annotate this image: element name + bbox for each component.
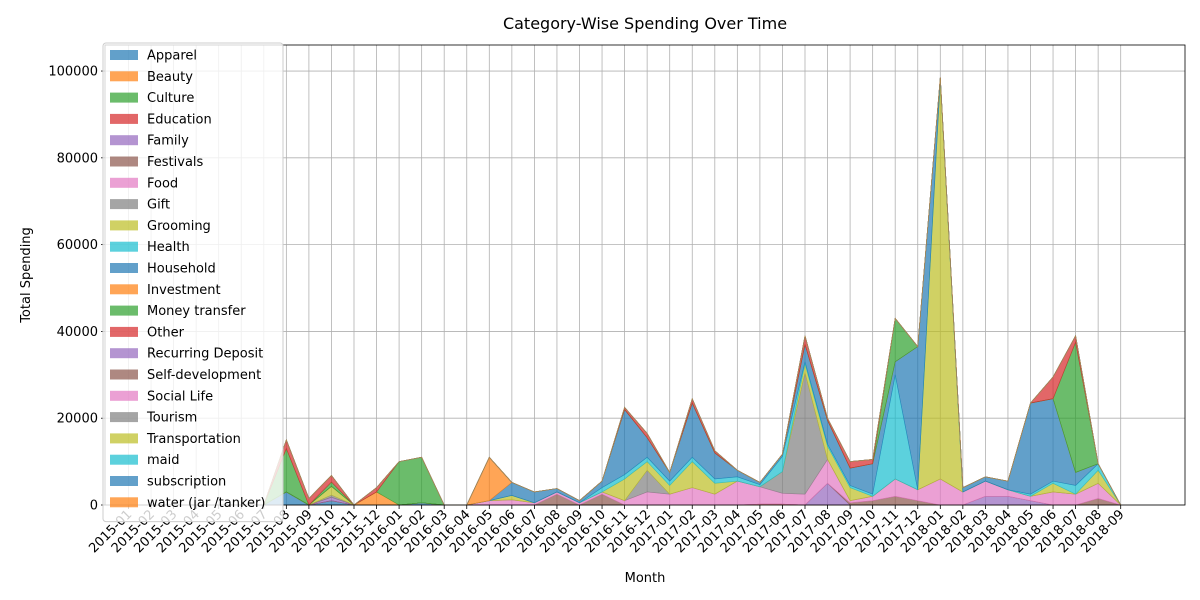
legend-label: Family (147, 134, 189, 149)
legend-swatch (110, 71, 138, 82)
legend-swatch (110, 390, 138, 401)
legend-label: water (jar /tanker) (147, 496, 265, 511)
legend-label: Social Life (147, 389, 213, 404)
legend-label: Apparel (147, 49, 197, 64)
y-tick-label: 100000 (48, 65, 98, 80)
legend-label: subscription (147, 475, 226, 490)
legend-label: Beauty (147, 70, 193, 85)
legend-swatch (110, 263, 138, 273)
legend-swatch (110, 284, 138, 295)
legend-swatch (110, 199, 138, 210)
legend-label: Self-development (147, 368, 261, 383)
legend-swatch (110, 476, 138, 486)
legend-label: Culture (147, 91, 194, 106)
legend-label: Grooming (147, 219, 211, 234)
x-axis-label: Month (625, 571, 666, 586)
legend-swatch (110, 50, 138, 60)
legend-label: Household (147, 262, 216, 277)
legend-label: Gift (147, 198, 170, 213)
legend-swatch (110, 433, 138, 444)
legend-label: maid (147, 453, 180, 468)
legend-swatch (110, 369, 138, 380)
legend-swatch (110, 305, 138, 316)
legend-swatch (110, 135, 138, 146)
legend-swatch (110, 156, 138, 167)
legend-label: Health (147, 240, 190, 255)
y-tick-label: 40000 (57, 325, 98, 340)
legend: Apparel Beauty Culture Education Family Festi… (102, 42, 284, 523)
y-axis-label: Total Spending (19, 227, 34, 324)
legend-label: Festivals (147, 155, 204, 170)
legend-label: Recurring Deposit (147, 347, 263, 362)
legend-box (102, 42, 284, 523)
legend-swatch (110, 348, 138, 359)
legend-swatch (110, 412, 138, 423)
legend-swatch (110, 241, 138, 252)
y-axis-ticks: 0 20000 40000 60000 80000 100000 (48, 65, 105, 514)
legend-swatch (110, 454, 138, 465)
y-tick-label: 80000 (57, 151, 98, 166)
y-tick-label: 60000 (57, 238, 98, 253)
legend-label: Education (147, 112, 212, 127)
y-tick-label: 0 (90, 499, 98, 514)
legend-label: Money transfer (147, 304, 246, 319)
legend-label: Food (147, 176, 178, 191)
legend-swatch (110, 220, 138, 231)
legend-swatch (110, 177, 138, 188)
legend-label: Transportation (146, 432, 241, 447)
legend-label: Other (147, 325, 185, 340)
legend-swatch (110, 113, 138, 124)
legend-swatch (110, 92, 138, 103)
legend-label: Tourism (146, 411, 197, 426)
legend-swatch (110, 497, 138, 508)
legend-swatch (110, 326, 138, 337)
chart-title: Category-Wise Spending Over Time (503, 14, 787, 33)
y-tick-label: 20000 (57, 412, 98, 427)
legend-label: Investment (147, 283, 221, 298)
